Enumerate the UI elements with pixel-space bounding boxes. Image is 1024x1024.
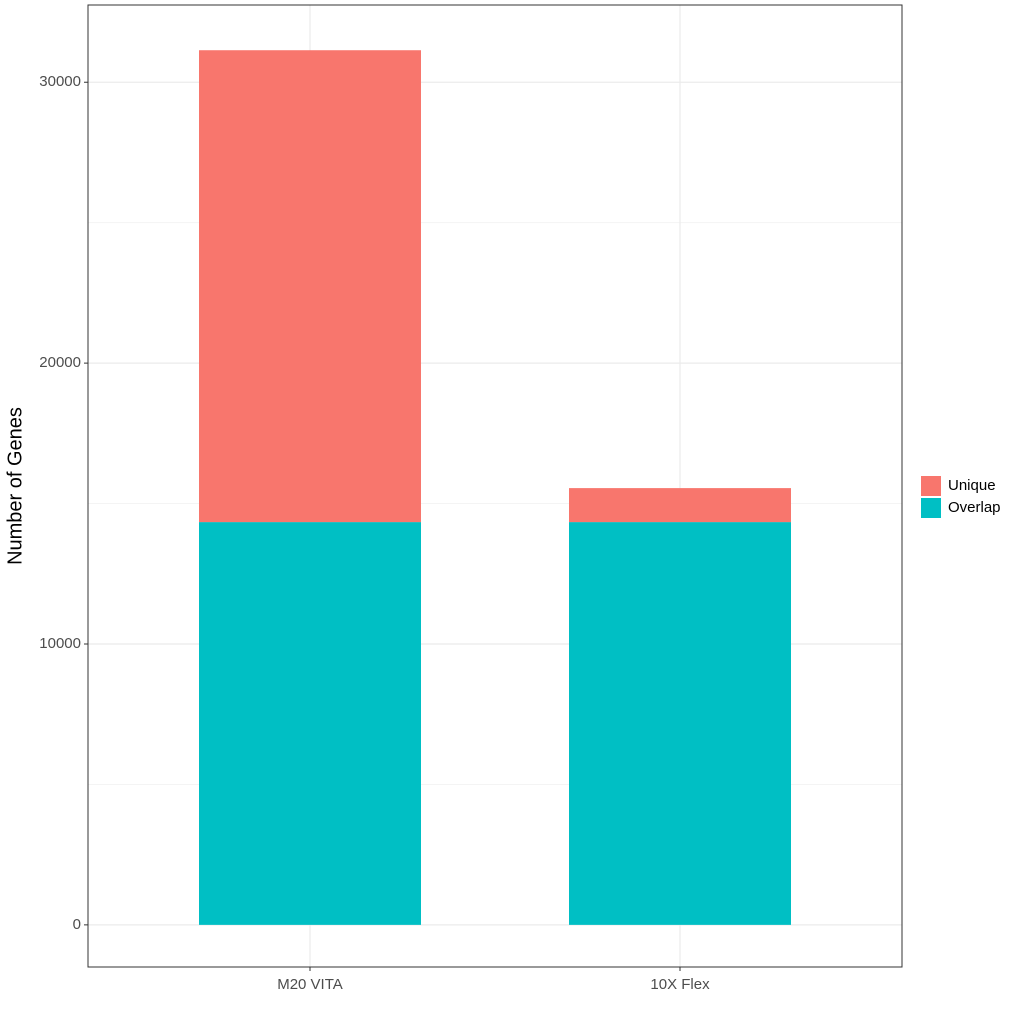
legend-swatch xyxy=(921,476,941,496)
y-tick-label: 0 xyxy=(73,916,81,933)
x-tick-label: 10X Flex xyxy=(650,976,710,993)
panel-border xyxy=(87,4,903,968)
bar-segment xyxy=(569,522,791,925)
y-tick-label: 10000 xyxy=(39,635,81,652)
y-axis-title: Number of Genes xyxy=(4,407,26,565)
y-tick-label: 30000 xyxy=(39,73,81,90)
bar-segment xyxy=(199,50,421,523)
legend-label: Overlap xyxy=(948,499,1001,516)
bar-segment xyxy=(569,488,791,523)
x-tick-label: M20 VITA xyxy=(277,976,343,993)
y-tick-label: 20000 xyxy=(39,354,81,371)
bar-segment xyxy=(199,522,421,925)
legend-swatch xyxy=(921,498,941,518)
legend-label: Unique xyxy=(948,477,996,494)
